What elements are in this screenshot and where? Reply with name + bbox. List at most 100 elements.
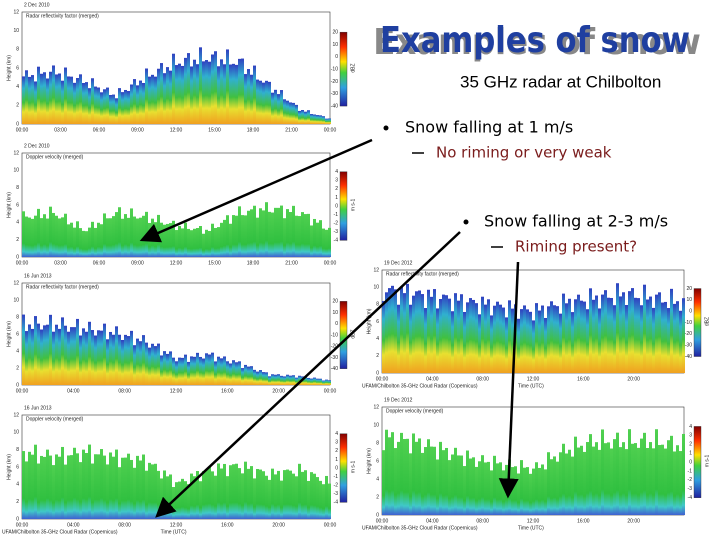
radar-echo: [466, 450, 469, 515]
radar-echo: [106, 87, 109, 124]
radar-echo: [646, 447, 649, 515]
radar-echo: [64, 67, 67, 124]
radar-echo: [439, 299, 442, 373]
colorbar-tick-label: -40: [685, 354, 692, 360]
radar-echo: [487, 299, 490, 373]
radar-echo: [64, 464, 67, 519]
radar-echo: [316, 477, 319, 519]
radar-echo: [67, 331, 70, 385]
radar-echo: [217, 356, 220, 385]
radar-echo: [295, 476, 298, 519]
sub-bullet-text: Riming present?: [515, 238, 637, 256]
radar-echo: [184, 57, 187, 124]
radar-echo: [235, 64, 238, 124]
radar-echo: [211, 54, 214, 124]
height-tick-label: 12: [373, 267, 379, 273]
panel-date: 2 Dec 2010: [24, 2, 50, 8]
colorbar-tick-label: -2: [334, 483, 339, 489]
height-tick-label: 0: [16, 382, 19, 388]
colorbar-tick-label: 3: [335, 178, 338, 184]
radar-echo: [142, 335, 145, 385]
radar-echo: [559, 452, 562, 515]
radar-echo: [307, 213, 310, 257]
radar-echo: [256, 79, 259, 124]
colorbar-tick-label: 0: [335, 54, 338, 60]
radar-echo: [295, 377, 298, 385]
radar-echo: [76, 318, 79, 385]
radar-echo: [403, 438, 406, 515]
radar-echo: [310, 378, 313, 385]
height-tick-label: 8: [16, 314, 19, 320]
radar-echo: [565, 453, 568, 515]
radar-echo: [25, 216, 28, 257]
radar-echo: [46, 218, 49, 257]
radar-echo: [115, 98, 118, 124]
time-tick-label: 00:00: [16, 388, 29, 394]
colorbar-tick-label: 2: [335, 448, 338, 454]
radar-echo: [622, 442, 625, 515]
time-tick-label: 00:00: [16, 522, 29, 528]
radar-echo: [532, 320, 535, 373]
radar-echo: [301, 212, 304, 257]
radar-echo: [43, 214, 46, 257]
radar-echo: [79, 462, 82, 519]
radar-echo: [196, 64, 199, 124]
colorbar: [339, 301, 348, 369]
radar-echo: [121, 92, 124, 124]
height-tick-label: 0: [376, 512, 379, 518]
radar-echo: [313, 377, 316, 385]
radar-echo: [100, 224, 103, 257]
radar-echo: [256, 468, 259, 519]
radar-echo: [628, 291, 631, 373]
height-tick-label: 10: [373, 284, 379, 290]
radar-echo: [160, 355, 163, 385]
radar-echo: [307, 110, 310, 124]
panel-date: 19 Dec 2012: [384, 260, 413, 266]
radar-echo: [40, 455, 43, 519]
time-label: Time (UTC): [518, 525, 544, 531]
colorbar-tick-label: 1: [689, 450, 692, 456]
radar-echo: [289, 212, 292, 257]
radar-echo: [418, 438, 421, 515]
radar-echo: [427, 289, 430, 373]
radar-echo: [304, 376, 307, 385]
radar-echo: [169, 223, 172, 257]
radar-echo: [433, 446, 436, 515]
time-tick-label: 00:00: [376, 376, 389, 382]
height-tick-label: 4: [16, 84, 19, 90]
radar-echo: [88, 444, 91, 519]
radar-echo: [661, 444, 664, 515]
radar-echo: [454, 447, 457, 515]
radar-echo: [133, 79, 136, 124]
radar-echo: [94, 454, 97, 519]
radar-echo: [592, 299, 595, 373]
radar-echo: [574, 436, 577, 515]
time-tick-label: 09:00: [131, 260, 144, 266]
radar-echo: [130, 208, 133, 257]
height-tick-label: 6: [16, 202, 19, 208]
radar-echo: [382, 300, 385, 373]
radar-echo: [670, 288, 673, 373]
radar-echo: [424, 308, 427, 373]
radar-echo: [208, 230, 211, 257]
colorbar: [339, 171, 348, 241]
radar-echo: [406, 283, 409, 373]
radar-echo: [262, 82, 265, 124]
radar-echo: [544, 469, 547, 515]
time-tick-label: 20:00: [627, 376, 640, 382]
radar-echo: [436, 459, 439, 515]
radar-echo: [112, 216, 115, 257]
radar-echo: [445, 295, 448, 373]
radar-echo: [178, 226, 181, 257]
radar-echo: [247, 468, 250, 519]
radar-echo: [235, 362, 238, 385]
radar-echo: [277, 470, 280, 519]
colorbar-tick-label: -20: [685, 331, 692, 337]
radar-echo: [418, 290, 421, 373]
arrow: [139, 138, 373, 243]
colorbar-tick-label: 1: [335, 457, 338, 463]
radar-echo: [391, 432, 394, 515]
radar-echo: [73, 227, 76, 257]
radar-echo: [118, 467, 121, 519]
radar-echo: [316, 222, 319, 257]
